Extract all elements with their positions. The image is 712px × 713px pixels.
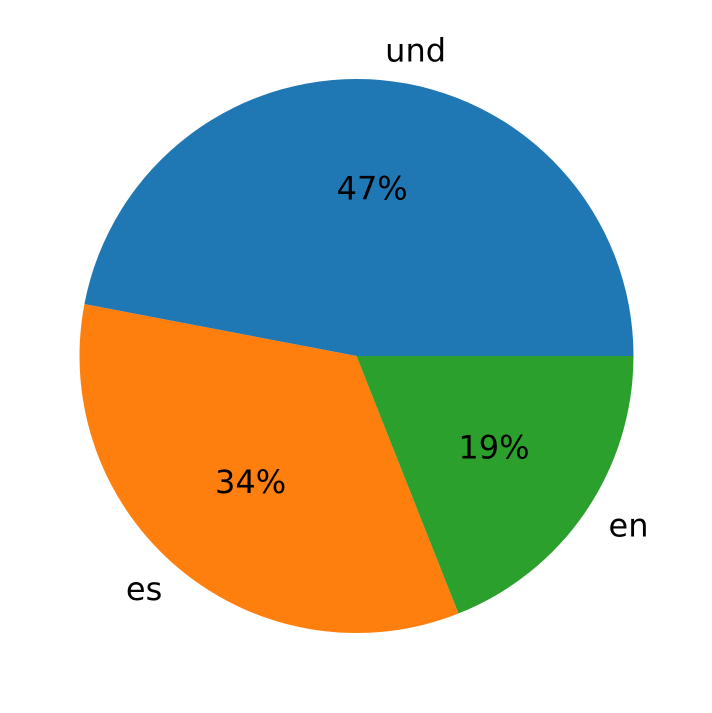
slice-label-es: es — [126, 570, 162, 608]
slice-percent-und: 47% — [337, 170, 408, 208]
slice-percent-es: 34% — [215, 463, 286, 501]
pie-labels: und 47% es 34% en 19% — [126, 32, 649, 608]
slice-label-en: en — [609, 506, 649, 544]
slice-percent-en: 19% — [458, 428, 529, 466]
pie-slice-es — [79, 304, 459, 633]
slice-label-und: und — [385, 32, 446, 70]
pie-slice-und — [84, 79, 634, 357]
pie-slices — [79, 79, 634, 633]
pie-slice-en — [356, 356, 634, 614]
